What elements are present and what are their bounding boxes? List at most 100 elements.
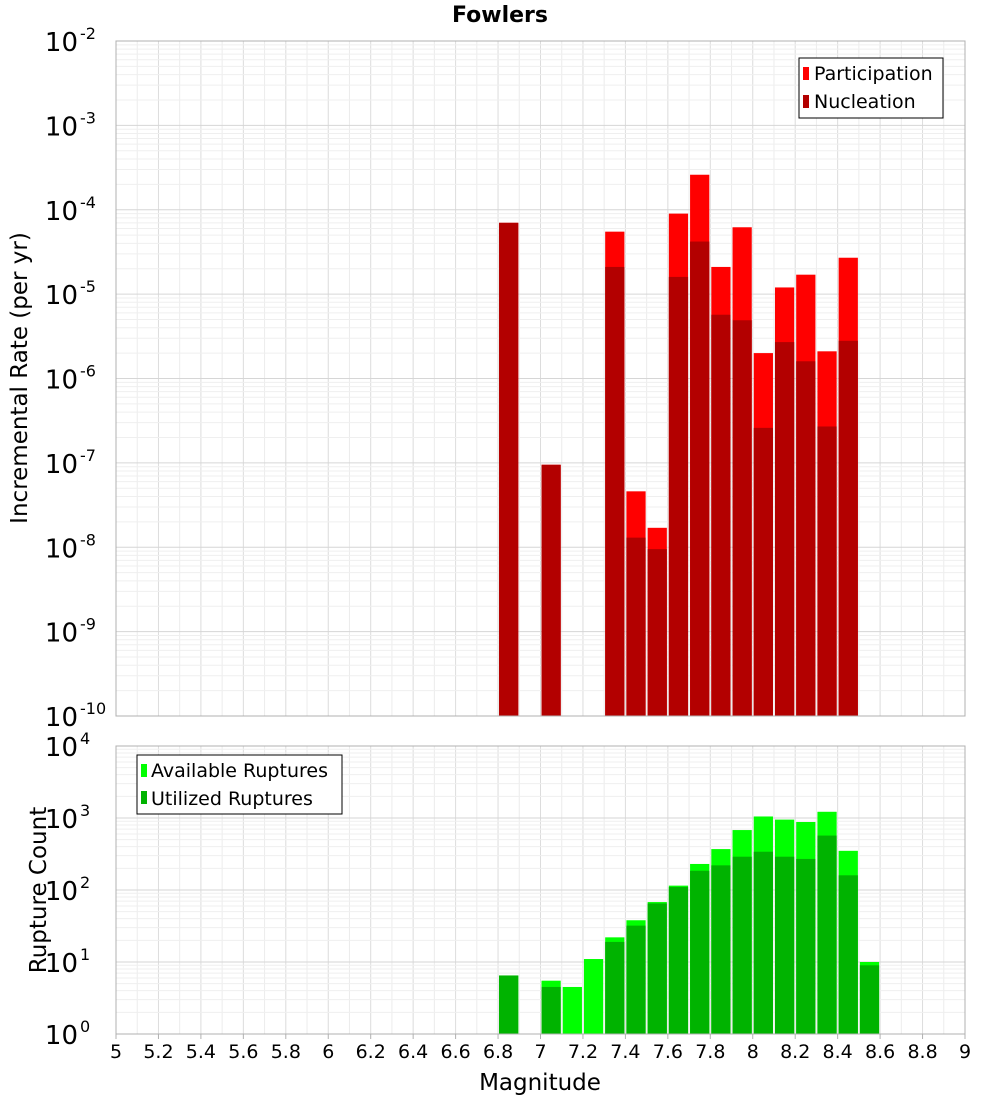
x-tick-label: 8.6 (865, 1041, 895, 1063)
rate-bar-b (668, 276, 689, 716)
count-y-tick-label: 10 (45, 949, 78, 979)
rate-bar-b (690, 241, 710, 717)
x-tick-label: 5.8 (271, 1041, 301, 1063)
x-tick-label: 8.4 (823, 1041, 853, 1063)
rate-bar-b (626, 537, 646, 716)
rate-bar-b (796, 361, 816, 716)
count-y-tick-label: 10 (45, 805, 78, 835)
rate-y-tick-exponent: -2 (80, 24, 96, 43)
count-bar-b (817, 835, 837, 1034)
count-bar-b (838, 875, 858, 1034)
x-tick-label: 5.6 (228, 1041, 258, 1063)
rate-plot-border (115, 40, 966, 717)
rate-y-tick-exponent: -4 (80, 193, 96, 212)
x-tick-label: 9 (959, 1041, 971, 1063)
rate-bar-b (541, 464, 561, 716)
utilized-legend-label: Utilized Ruptures (151, 788, 313, 810)
count-bar-b (774, 856, 795, 1034)
x-tick-label: 8.8 (907, 1041, 937, 1063)
rate-bar-b (838, 340, 858, 716)
participation-legend-swatch (803, 67, 809, 80)
count-y-tick-label: 10 (45, 877, 78, 907)
chart-title: Fowlers (452, 3, 548, 28)
rate-bar-b (774, 342, 795, 716)
count-y-tick-label: 10 (45, 1021, 78, 1051)
count-legend: Available Ruptures Utilized Ruptures (136, 754, 343, 815)
utilized-legend-swatch (141, 791, 147, 804)
count-bar-b (647, 903, 667, 1034)
rate-grid (115, 41, 966, 717)
rate-bar-b (605, 266, 625, 716)
rate-bars (499, 174, 858, 717)
available-legend-label: Available Ruptures (151, 760, 328, 782)
x-tick-label: 7.4 (610, 1041, 640, 1063)
rate-y-tick-exponent: -6 (80, 362, 96, 381)
x-tick-label: 6.4 (398, 1041, 428, 1063)
rate-y-tick-label: 10 (45, 450, 78, 480)
count-bar-b (626, 925, 646, 1034)
rate-y-tick-label: 10 (45, 703, 78, 733)
rate-y-tick-label: 10 (45, 619, 78, 649)
nucleation-legend-swatch (803, 95, 809, 108)
count-bar-b (541, 986, 561, 1034)
count-legend-box (136, 754, 343, 815)
rate-y-tick-exponent: -8 (80, 530, 96, 549)
nucleation-legend-label: Nucleation (814, 91, 916, 113)
x-tick-label: 6.2 (356, 1041, 386, 1063)
count-bar-a (583, 959, 604, 1034)
rate-legend: Participation Nucleation (798, 57, 944, 119)
rate-bar-b (817, 426, 837, 716)
x-tick-label: 5.4 (186, 1041, 216, 1063)
x-axis-title: Magnitude (479, 1070, 601, 1096)
participation-legend-label: Participation (814, 63, 933, 85)
available-legend-swatch (141, 764, 147, 777)
count-y-axis-title: Rupture Count (26, 807, 52, 973)
rate-y-tick-label: 10 (45, 112, 78, 142)
count-bar-b (499, 975, 519, 1034)
rate-y-tick-label: 10 (45, 197, 78, 227)
x-tick-label: 7.8 (695, 1041, 725, 1063)
x-tick-label: 8.2 (780, 1041, 810, 1063)
x-tick-label: 5 (110, 1041, 122, 1063)
rate-bar-b (711, 314, 731, 716)
count-bar-b (796, 858, 816, 1034)
count-y-tick-exponent: 3 (80, 801, 90, 820)
count-bar-b (690, 870, 710, 1034)
rate-legend-box (798, 57, 944, 119)
count-y-tick-exponent: 0 (80, 1017, 90, 1036)
rate-y-tick-exponent: -9 (80, 615, 96, 634)
rate-bar-b (753, 427, 773, 716)
count-bar-b (605, 941, 625, 1034)
x-tick-label: 5.2 (143, 1041, 173, 1063)
x-tick-label: 6.8 (483, 1041, 513, 1063)
count-bar-a (562, 986, 582, 1034)
count-y-tick-exponent: 1 (80, 945, 90, 964)
x-tick-label: 7.2 (568, 1041, 598, 1063)
count-bar-b (753, 851, 773, 1034)
count-bar-b (711, 865, 731, 1034)
rate-y-axis-title: Incremental Rate (per yr) (7, 232, 33, 524)
count-bars (499, 811, 880, 1034)
count-y-tick-exponent: 4 (80, 729, 90, 748)
rate-y-tick-label: 10 (45, 366, 78, 396)
rate-y-tick-exponent: -7 (80, 446, 96, 465)
rate-y-tick-exponent: -5 (80, 277, 96, 296)
x-tick-label: 6.6 (440, 1041, 470, 1063)
rate-bar-b (732, 320, 752, 716)
x-tick-label: 7.6 (653, 1041, 683, 1063)
count-bar-b (668, 887, 689, 1034)
x-tick-label: 8 (747, 1041, 759, 1063)
rate-y-tick-label: 10 (45, 534, 78, 564)
count-y-tick-exponent: 2 (80, 873, 90, 892)
rate-bar-b (647, 549, 667, 716)
rate-y-tick-exponent: -3 (80, 108, 96, 127)
rate-bar-b (499, 222, 519, 716)
count-y-tick-label: 10 (45, 733, 78, 763)
rate-y-tick-exponent: -10 (80, 699, 106, 718)
count-bar-b (732, 856, 752, 1034)
count-bar-b (859, 965, 880, 1034)
